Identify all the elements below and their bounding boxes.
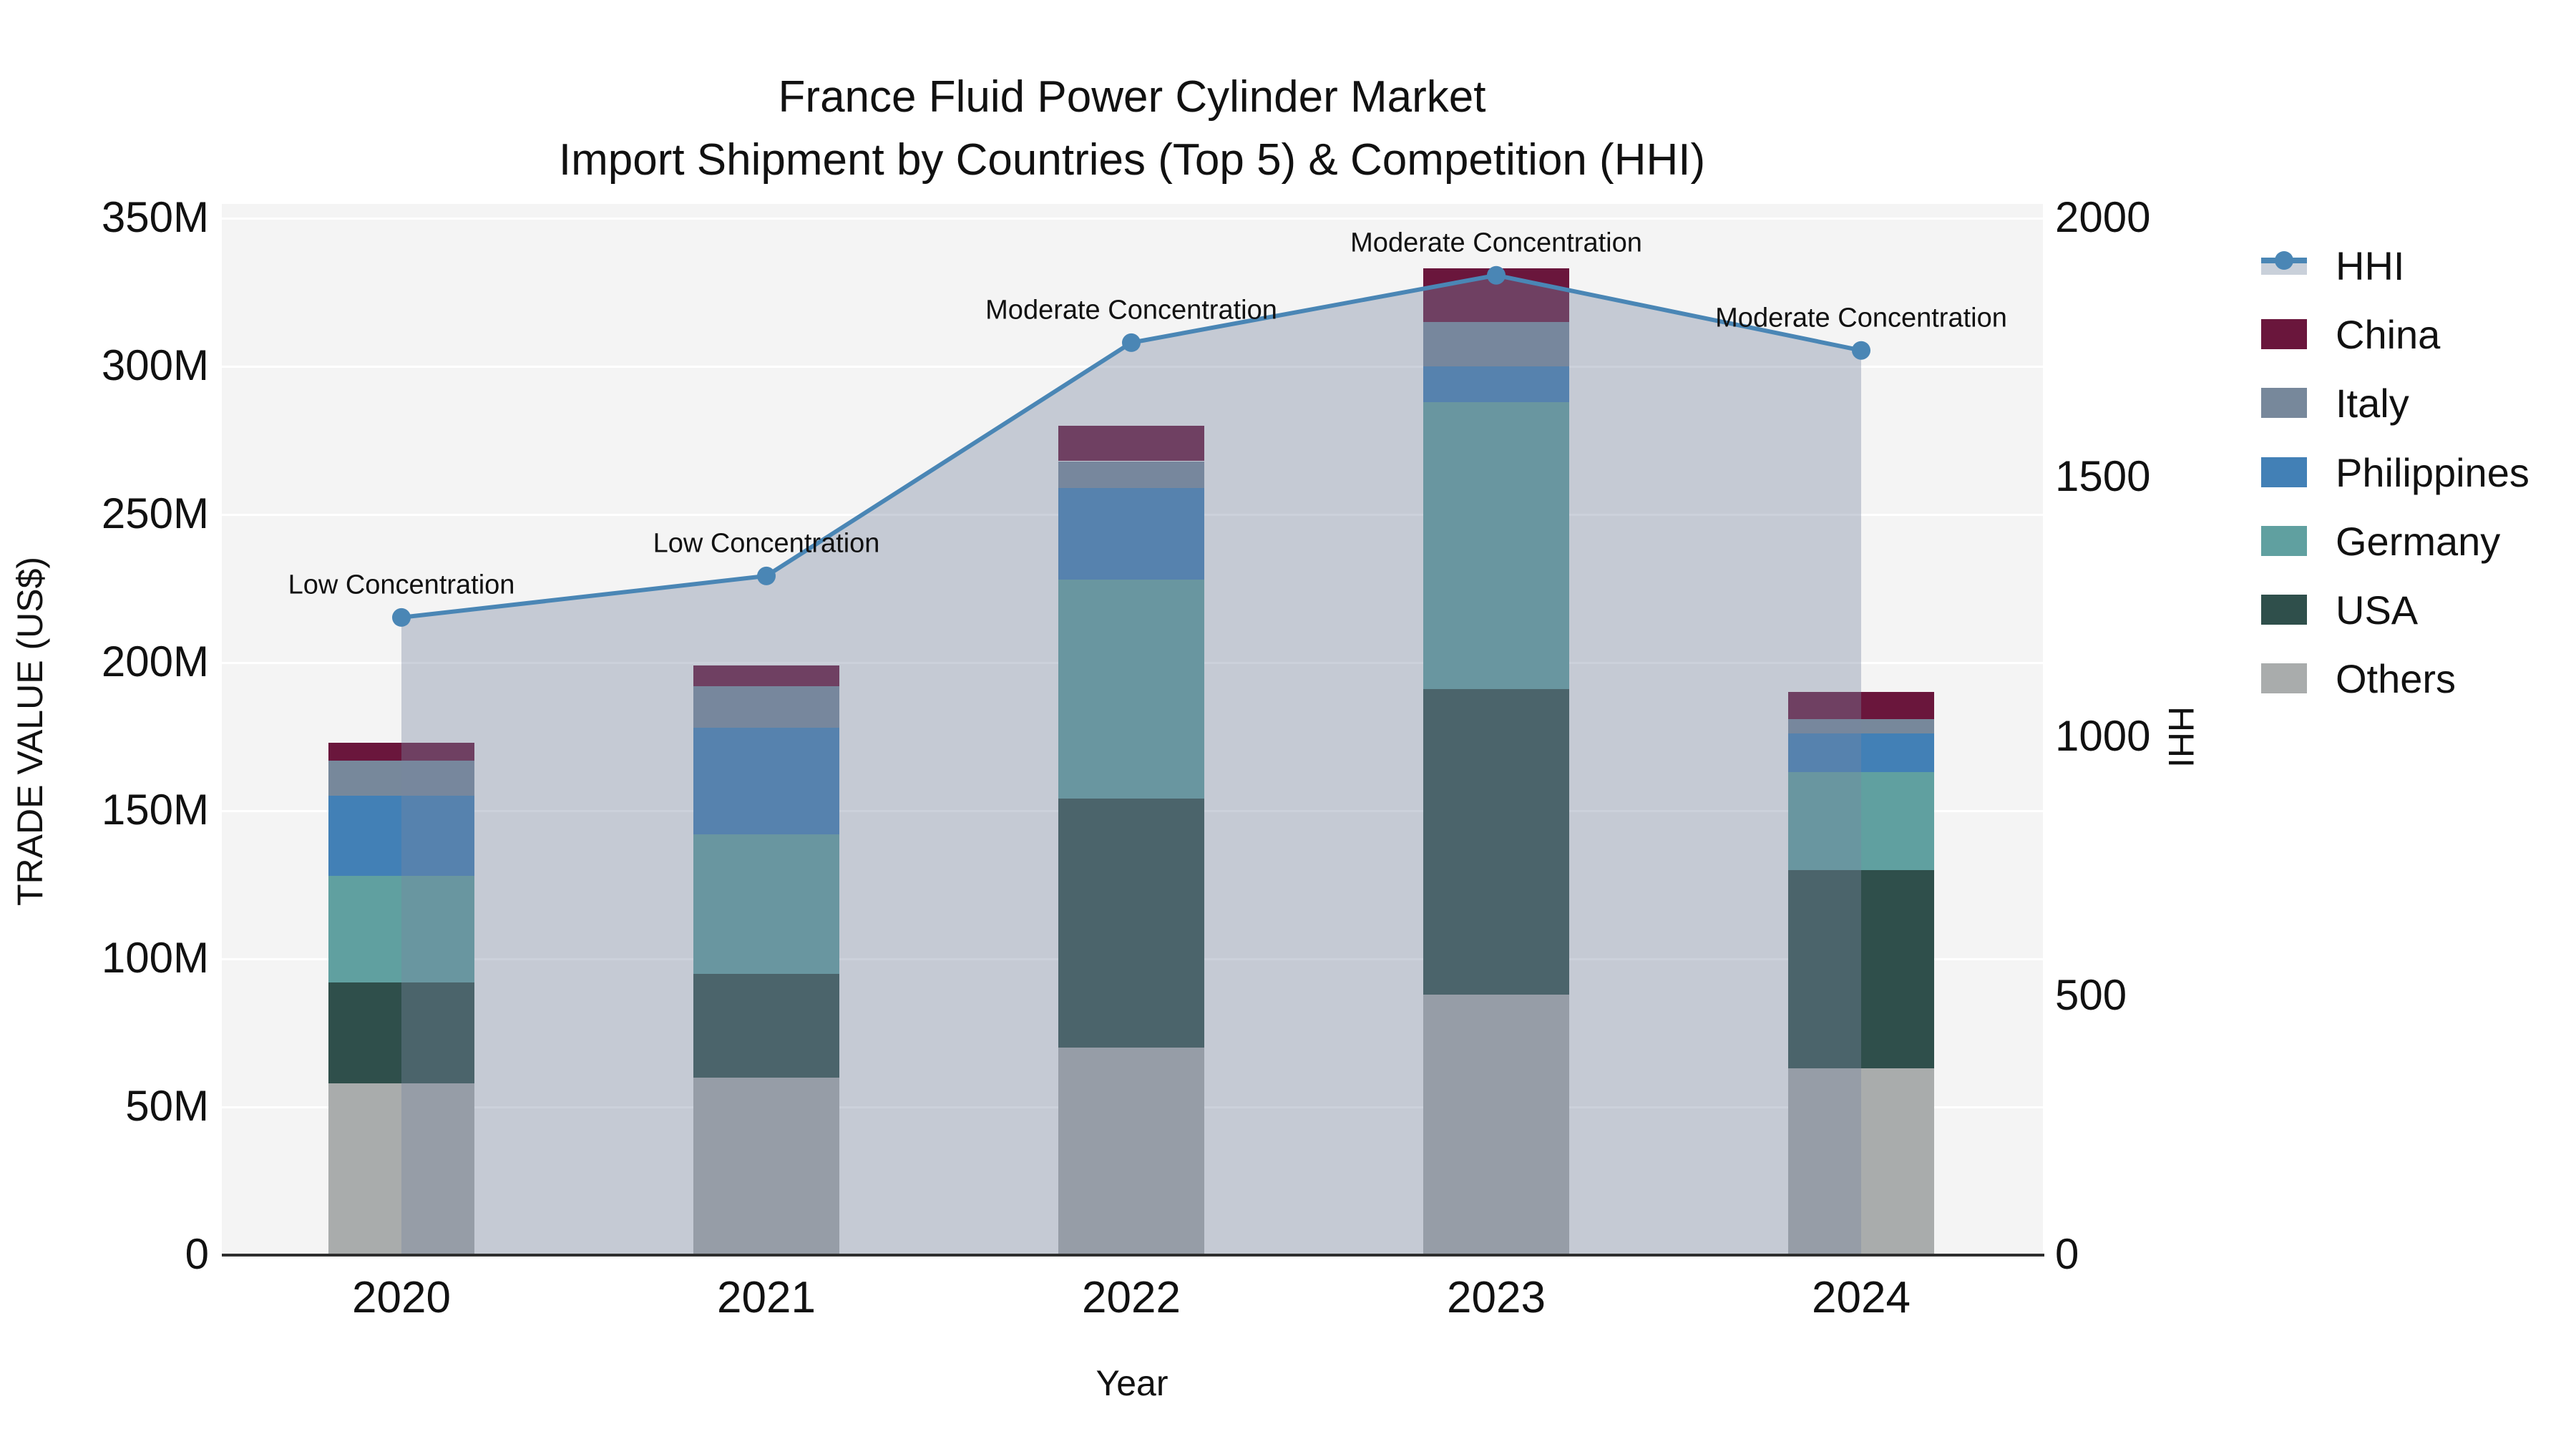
legend-item-germany: Germany	[2261, 519, 2500, 564]
legend-item-hhi: HHI	[2261, 243, 2404, 288]
legend-swatch-germany	[2261, 526, 2307, 556]
bar-segment-germany-2023	[1423, 401, 1569, 690]
ytick-left-250M: 250M	[101, 489, 209, 537]
bar-segment-germany-2021	[693, 834, 839, 974]
legend-swatch-china	[2261, 319, 2307, 349]
legend-label-china: China	[2336, 311, 2441, 357]
hhi-marker-2022	[1122, 333, 1141, 352]
legend-item-italy: Italy	[2261, 381, 2409, 426]
annotation-2020: Low Concentration	[288, 570, 515, 600]
ytick-left-300M: 300M	[101, 341, 209, 389]
bar-segment-usa-2021	[693, 973, 839, 1078]
bar-segment-others-2024	[1788, 1068, 1934, 1255]
annotation-2024: Moderate Concentration	[1715, 303, 2007, 333]
ytick-left-50M: 50M	[125, 1082, 209, 1130]
bar-segment-germany-2024	[1788, 772, 1934, 870]
hhi-marker-2023	[1487, 265, 1506, 285]
bar-segment-usa-2022	[1058, 799, 1204, 1048]
xtick-2020: 2020	[352, 1273, 451, 1322]
legend-label-usa: USA	[2336, 587, 2419, 633]
plot-area	[222, 204, 2043, 1257]
ytick-left-0: 0	[185, 1230, 209, 1278]
hhi-area-fill	[401, 275, 1861, 1255]
hhi-line-area-overlay	[392, 265, 1870, 1255]
legend-label-germany: Germany	[2336, 518, 2501, 564]
bar-segment-germany-2020	[328, 876, 474, 983]
bar-segment-china-2021	[693, 665, 839, 687]
ytick-right-1500: 1500	[2055, 452, 2151, 501]
legend-item-china: China	[2261, 312, 2440, 357]
legend-item-usa: USA	[2261, 587, 2418, 633]
legend-hhi-marker-dot	[2275, 251, 2293, 270]
annotation-2023: Moderate Concentration	[1350, 228, 1642, 258]
hhi-marker-2020	[392, 608, 411, 627]
chart-title-line1: France Fluid Power Cylinder Market	[778, 72, 1486, 122]
ytick-left-150M: 150M	[101, 786, 209, 834]
legend-label-italy: Italy	[2336, 380, 2409, 426]
bar-segment-usa-2020	[328, 982, 474, 1083]
bar-segment-china-2020	[328, 742, 474, 761]
xtick-2023: 2023	[1447, 1273, 1546, 1322]
legend-item-others: Others	[2261, 656, 2456, 701]
bar-segment-philippines-2023	[1423, 366, 1569, 402]
xtick-2022: 2022	[1082, 1273, 1181, 1322]
x-axis-spine	[222, 1254, 2044, 1257]
bar-segment-others-2020	[328, 1083, 474, 1255]
y-axis-title-left: TRADE VALUE (US$)	[10, 556, 50, 907]
bar-segment-italy-2023	[1423, 321, 1569, 366]
xtick-2024: 2024	[1812, 1273, 1911, 1322]
ytick-left-350M: 350M	[101, 193, 209, 241]
legend-hhi-line-symbol	[2261, 249, 2307, 282]
bar-segment-philippines-2021	[693, 728, 839, 835]
ytick-right-0: 0	[2055, 1230, 2079, 1278]
hhi-marker-2024	[1852, 341, 1870, 360]
bar-segment-philippines-2024	[1788, 733, 1934, 773]
chart-title-line2: Import Shipment by Countries (Top 5) & C…	[558, 135, 1706, 185]
bar-segment-usa-2023	[1423, 689, 1569, 995]
gridline-350M	[222, 218, 2043, 220]
y-axis-title-right: HHI	[2161, 706, 2201, 769]
legend-swatch-philippines	[2261, 457, 2307, 487]
xtick-2021: 2021	[717, 1273, 816, 1322]
ytick-left-200M: 200M	[101, 638, 209, 686]
ytick-right-1000: 1000	[2055, 711, 2151, 760]
bar-segment-others-2021	[693, 1077, 839, 1255]
hhi-marker-2021	[757, 566, 776, 585]
legend-label-philippines: Philippines	[2336, 449, 2529, 495]
bar-segment-italy-2024	[1788, 718, 1934, 734]
bar-segment-china-2022	[1058, 425, 1204, 462]
annotation-2021: Low Concentration	[653, 528, 880, 559]
legend-label-hhi: HHI	[2336, 243, 2405, 288]
bar-segment-germany-2022	[1058, 580, 1204, 799]
bar-segment-others-2022	[1058, 1048, 1204, 1255]
ytick-right-500: 500	[2055, 970, 2127, 1019]
x-axis-title: Year	[1096, 1363, 1169, 1403]
legend-swatch-others	[2261, 663, 2307, 693]
legend-swatch-italy	[2261, 388, 2307, 418]
legend-label-others: Others	[2336, 655, 2457, 701]
legend-item-philippines: Philippines	[2261, 450, 2529, 495]
bar-segment-others-2023	[1423, 994, 1569, 1255]
bar-segment-italy-2022	[1058, 461, 1204, 488]
bar-segment-usa-2024	[1788, 869, 1934, 1069]
legend-swatch-usa	[2261, 595, 2307, 625]
gridline-300M	[222, 366, 2043, 368]
bar-segment-philippines-2020	[328, 796, 474, 877]
ytick-right-2000: 2000	[2055, 193, 2151, 241]
bar-segment-italy-2020	[328, 760, 474, 796]
bar-segment-china-2024	[1788, 692, 1934, 719]
annotation-2022: Moderate Concentration	[985, 295, 1277, 326]
bar-segment-italy-2021	[693, 686, 839, 728]
bar-segment-philippines-2022	[1058, 487, 1204, 580]
ytick-left-100M: 100M	[101, 934, 209, 982]
